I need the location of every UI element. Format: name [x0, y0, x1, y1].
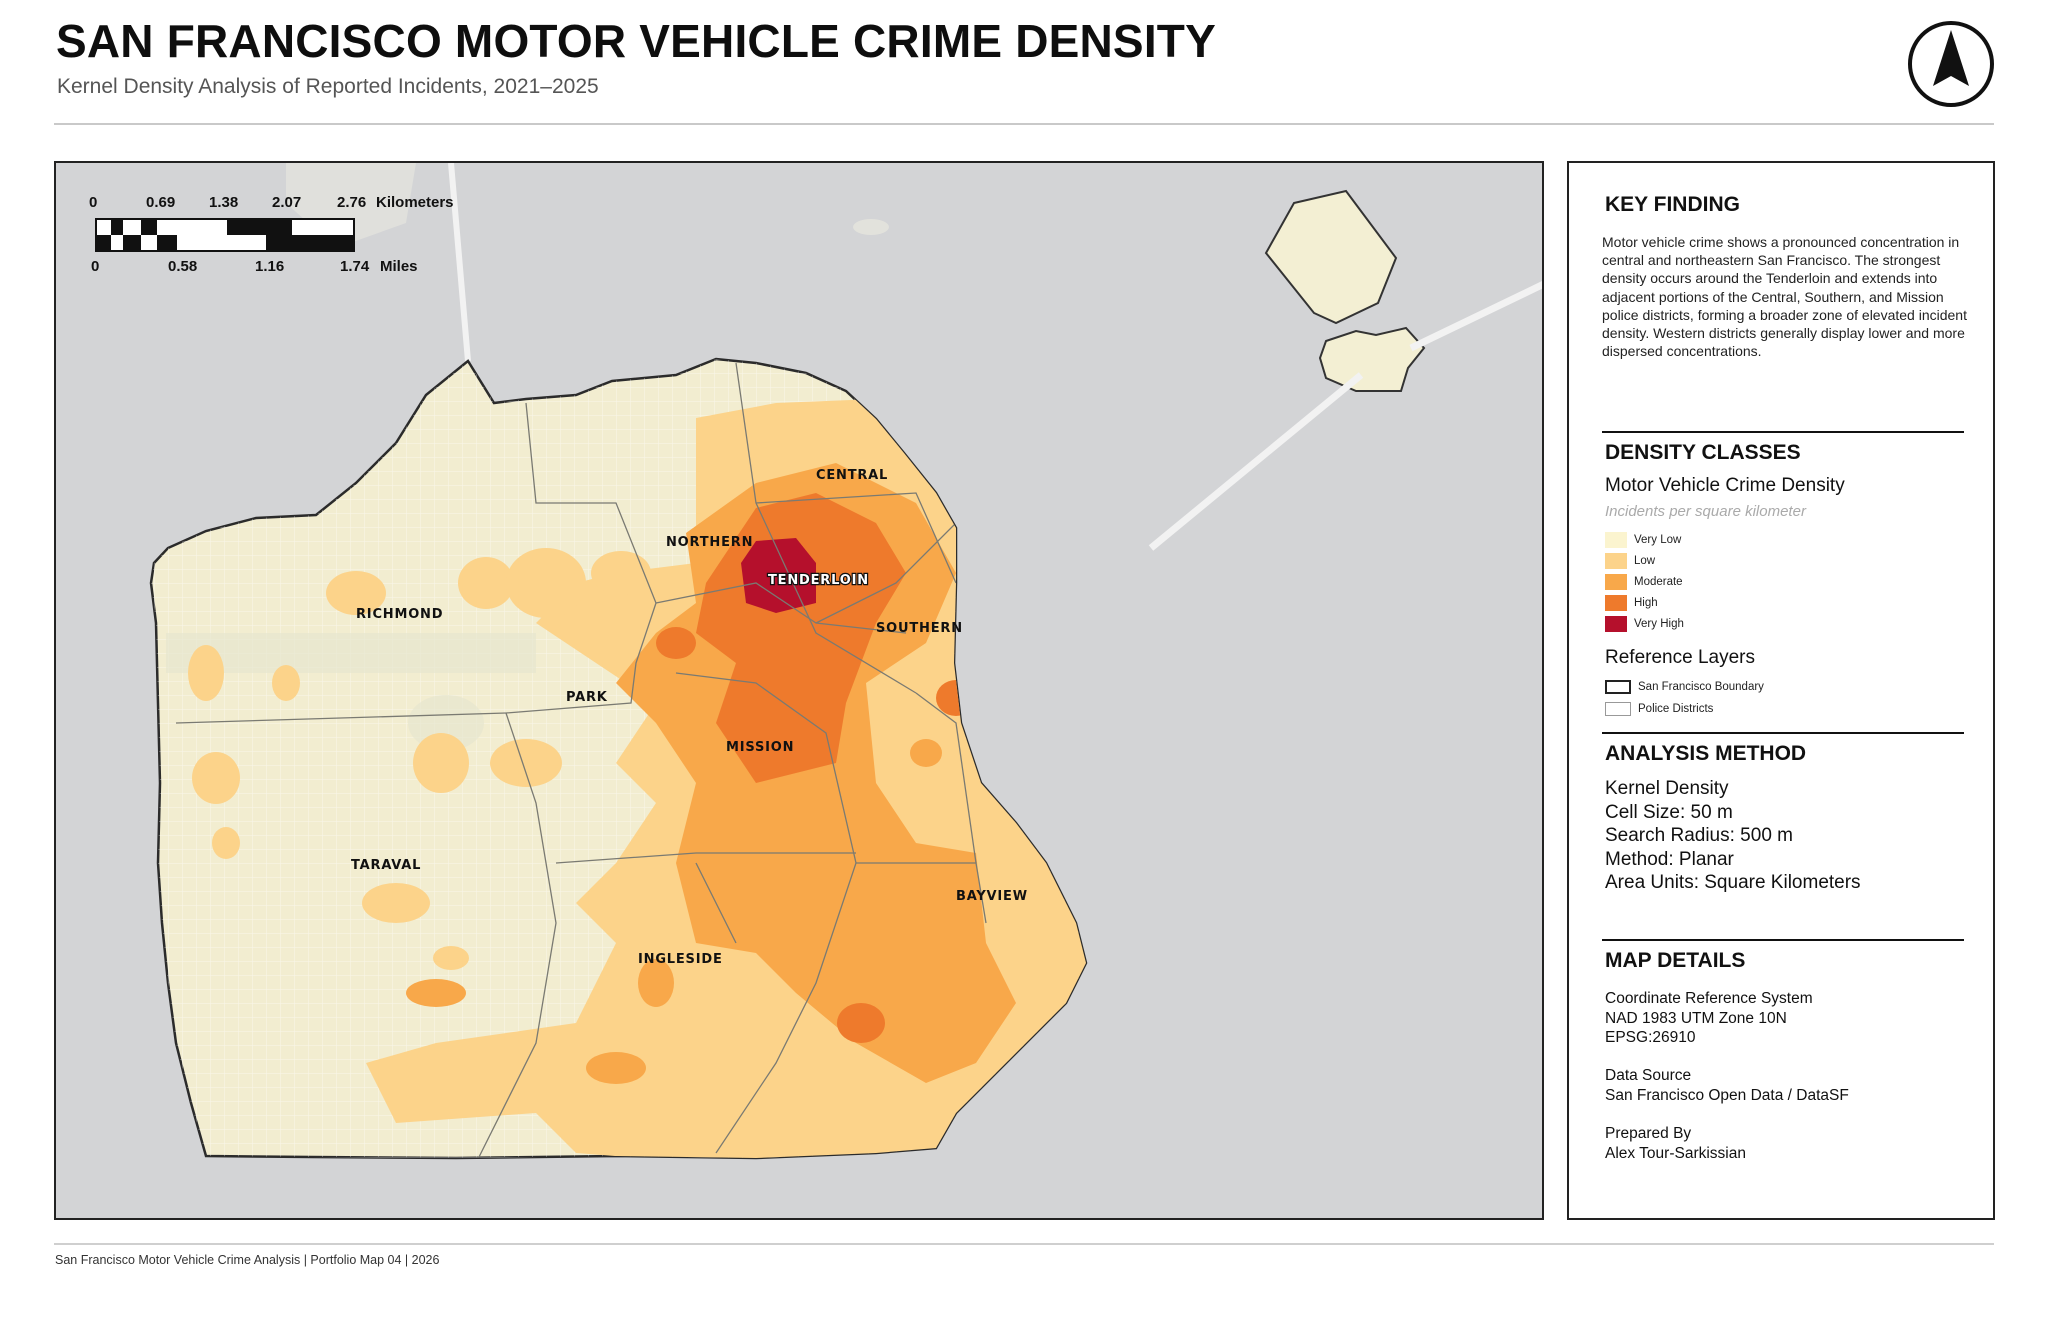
legend-swatch-high — [1605, 595, 1627, 611]
map-details-source: Data Source San Francisco Open Data / Da… — [1605, 1066, 1965, 1105]
legend-item-sf-boundary: San Francisco Boundary — [1605, 678, 1764, 696]
scale-km-4: 2.76 — [337, 194, 366, 211]
legend-swatch-boundary — [1605, 680, 1631, 694]
legend-item-low: Low — [1605, 552, 1655, 570]
district-label-northern: NORTHERN — [666, 535, 753, 550]
density-units-note: Incidents per square kilometer — [1605, 503, 1806, 520]
legend-swatch-moderate — [1605, 574, 1627, 590]
footer-text: San Francisco Motor Vehicle Crime Analys… — [55, 1253, 440, 1267]
district-labels: RICHMOND NORTHERN CENTRAL TENDERLOIN SOU… — [351, 468, 1028, 967]
author-value: Alex Tour-Sarkissian — [1605, 1144, 1746, 1162]
scale-km-1: 0.69 — [146, 194, 175, 211]
scale-mi-3: 1.74 — [340, 258, 370, 275]
map-details-author: Prepared By Alex Tour-Sarkissian — [1605, 1124, 1965, 1163]
legend-item-high: High — [1605, 594, 1658, 612]
district-label-park: PARK — [566, 690, 608, 705]
police-district-boundaries — [175, 362, 987, 1158]
district-label-richmond: RICHMOND — [356, 607, 443, 622]
reference-layers-heading: Reference Layers — [1605, 647, 1755, 668]
legend-swatch-very-low — [1605, 532, 1627, 548]
legend-item-moderate: Moderate — [1605, 573, 1683, 591]
scale-km-0: 0 — [89, 194, 97, 211]
analysis-method-list: Kernel Density Cell Size: 50 m Search Ra… — [1605, 777, 1965, 895]
footer-divider — [54, 1243, 1994, 1245]
key-finding-text: Motor vehicle crime shows a pronounced c… — [1602, 234, 1967, 360]
crs-label: Coordinate Reference System — [1605, 990, 1813, 1007]
panel-divider — [1602, 732, 1964, 734]
panel-divider — [1602, 431, 1964, 433]
legend-label: Low — [1634, 555, 1656, 567]
analysis-line: Search Radius: 500 m — [1605, 825, 1793, 846]
district-label-southern: SOUTHERN — [876, 621, 963, 636]
scale-mi-1: 0.58 — [168, 258, 197, 275]
map-frame[interactable]: RICHMOND NORTHERN CENTRAL TENDERLOIN SOU… — [54, 161, 1544, 1220]
legend-label: Very High — [1634, 618, 1684, 630]
legend-swatch-very-high — [1605, 616, 1627, 632]
legend-swatch-districts — [1605, 702, 1631, 716]
map-details-crs: Coordinate Reference System NAD 1983 UTM… — [1605, 989, 1965, 1048]
analysis-line: Cell Size: 50 m — [1605, 801, 1733, 823]
density-very-high-zone — [741, 538, 816, 613]
treasure-island — [1264, 189, 1398, 325]
alcatraz-island — [853, 219, 889, 235]
side-panel: KEY FINDING Motor vehicle crime shows a … — [1567, 161, 1995, 1220]
analysis-method-heading: ANALYSIS METHOD — [1605, 742, 1807, 765]
map-subtitle: Kernel Density Analysis of Reported Inci… — [57, 75, 599, 98]
key-finding-heading: KEY FINDING — [1605, 193, 1740, 216]
district-label-bayview: BAYVIEW — [956, 889, 1028, 904]
header-divider — [54, 123, 1994, 125]
district-label-taraval: TARAVAL — [351, 858, 421, 873]
map-canvas[interactable]: RICHMOND NORTHERN CENTRAL TENDERLOIN SOU… — [56, 163, 1544, 1220]
analysis-line: Area Units: Square Kilometers — [1605, 872, 1861, 893]
legend-item-police-districts: Police Districts — [1605, 700, 1713, 718]
analysis-line: Method: Planar — [1605, 848, 1734, 870]
yerba-buena-island — [1318, 326, 1426, 392]
north-arrow-icon — [1908, 21, 1994, 107]
author-label: Prepared By — [1605, 1125, 1692, 1142]
legend-label: San Francisco Boundary — [1638, 681, 1764, 693]
legend-label: Moderate — [1634, 576, 1683, 588]
scale-bar: 0 0.69 1.38 2.07 2.76 Kilometers 0 0.58 … — [89, 194, 454, 275]
scale-km-3: 2.07 — [272, 194, 301, 211]
district-label-ingleside: INGLESIDE — [638, 952, 723, 967]
golden-gate-park — [166, 633, 536, 673]
panel-divider — [1602, 939, 1964, 941]
scale-mi-unit: Miles — [380, 258, 418, 275]
source-value: San Francisco Open Data / DataSF — [1605, 1086, 1849, 1104]
district-label-mission: MISSION — [726, 740, 794, 755]
district-label-tenderloin: TENDERLOIN — [768, 573, 869, 588]
legend-label: Police Districts — [1638, 703, 1714, 715]
golden-gate-bridge — [448, 163, 471, 362]
bay-bridge — [1148, 281, 1542, 551]
map-title: SAN FRANCISCO MOTOR VEHICLE CRIME DENSIT… — [56, 15, 1216, 67]
scale-km-unit: Kilometers — [376, 194, 454, 211]
source-label: Data Source — [1605, 1067, 1692, 1084]
analysis-line: Kernel Density — [1605, 778, 1729, 799]
district-label-central: CENTRAL — [816, 468, 888, 483]
scale-km-2: 1.38 — [209, 194, 238, 211]
scale-mi-0: 0 — [91, 258, 99, 275]
legend-item-very-low: Very Low — [1605, 531, 1681, 549]
legend-label: High — [1634, 597, 1658, 609]
density-classes-heading: DENSITY CLASSES — [1605, 441, 1801, 464]
density-layer-name: Motor Vehicle Crime Density — [1605, 475, 1845, 496]
crs-code: EPSG:26910 — [1605, 1029, 1696, 1046]
crs-name: NAD 1983 UTM Zone 10N — [1605, 1009, 1787, 1027]
legend-swatch-low — [1605, 553, 1627, 569]
legend-item-very-high: Very High — [1605, 615, 1684, 633]
map-details-heading: MAP DETAILS — [1605, 949, 1746, 972]
scale-mi-2: 1.16 — [255, 258, 284, 275]
legend-label: Very Low — [1634, 534, 1682, 546]
